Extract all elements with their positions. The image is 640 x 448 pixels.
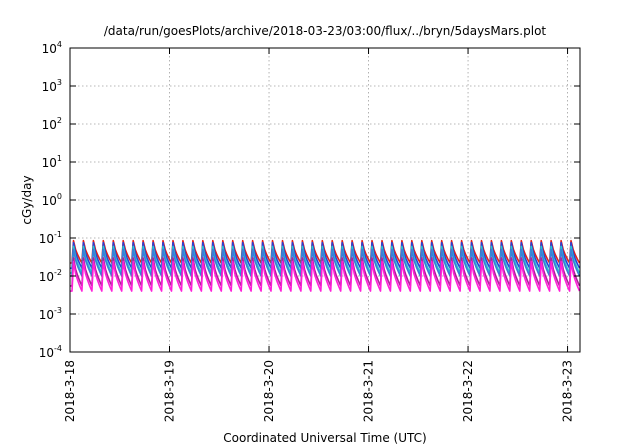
- x-tick-label: 2018-3-23: [561, 360, 575, 422]
- series-group: [70, 239, 581, 292]
- y-tick-label: 10-3: [39, 306, 62, 322]
- y-tick-label: 10-2: [39, 268, 62, 284]
- grid: [69, 48, 580, 352]
- series-line: [70, 260, 581, 292]
- y-tick-label: 10-1: [39, 230, 62, 246]
- y-tick-label: 103: [42, 78, 62, 94]
- x-axis: 2018-3-18 2018-3-19 2018-3-20 2018-3-21 2018…: [63, 48, 575, 422]
- x-tick-label: 2018-3-19: [163, 360, 177, 422]
- x-tick-label: 2018-3-18: [63, 360, 77, 422]
- x-tick-label: 2018-3-21: [362, 360, 376, 422]
- y-tick-label: 104: [42, 40, 62, 56]
- y-tick-label: 100: [42, 192, 62, 208]
- y-axis-label: cGy/day: [20, 175, 34, 224]
- chart-title: /data/run/goesPlots/archive/2018-03-23/0…: [104, 24, 547, 38]
- y-tick-label: 102: [42, 116, 62, 132]
- series-line: [70, 248, 581, 277]
- x-axis-label: Coordinated Universal Time (UTC): [223, 431, 426, 445]
- y-axis: 10-4 10-3 10-2 10-1 100 101 102 103 104: [39, 40, 580, 360]
- x-tick-label: 2018-3-22: [461, 360, 475, 422]
- x-tick-label: 2018-3-20: [262, 360, 276, 422]
- y-tick-label: 10-4: [39, 344, 62, 360]
- y-tick-label: 101: [42, 154, 62, 170]
